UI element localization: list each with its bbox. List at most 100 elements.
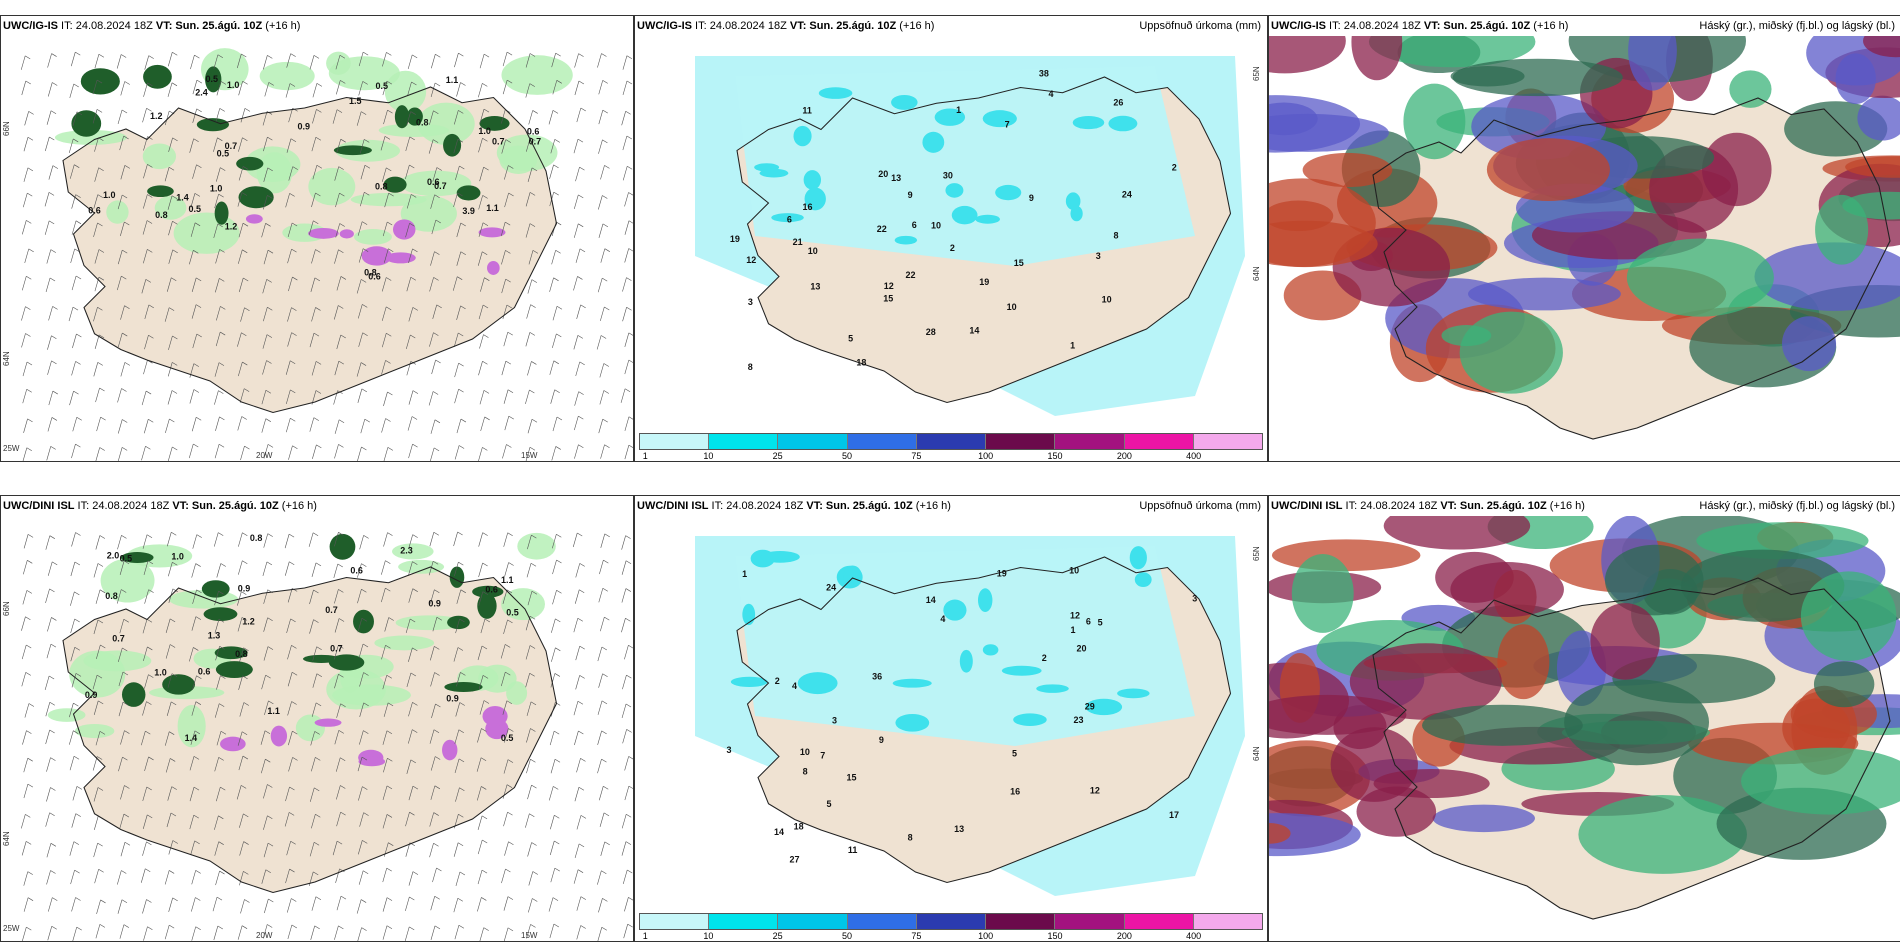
map-canvas[interactable]: 0.90.80.72.31.41.00.50.91.11.20.60.70.80…	[1, 516, 633, 941]
precip-value-label: 1.3	[208, 631, 221, 641]
snow-area	[478, 227, 506, 238]
wind-barb	[338, 419, 345, 424]
wind-barb	[220, 786, 226, 791]
precip-max	[162, 674, 196, 695]
wind-barb	[289, 786, 295, 791]
wind-barb	[532, 898, 538, 902]
wind-barb	[237, 249, 243, 264]
wind-barb	[479, 54, 485, 69]
wind-barb	[428, 139, 434, 154]
wind-barb	[218, 390, 224, 394]
wind-barb	[337, 563, 343, 568]
wind-barb	[477, 869, 483, 885]
wind-barb	[310, 757, 316, 772]
wind-barb	[628, 359, 633, 363]
wind-barb	[458, 110, 464, 114]
wind-barb	[267, 784, 273, 788]
wind-barb	[340, 757, 346, 761]
wind-barb	[573, 869, 579, 884]
wind-barb	[237, 53, 242, 69]
wind-barb	[267, 617, 273, 621]
wind-barb	[381, 167, 387, 182]
wind-barb	[45, 277, 51, 293]
wind-barb	[335, 192, 340, 208]
wind-barb	[313, 619, 319, 623]
wind-barb	[263, 55, 268, 70]
precip-value-label: 1.2	[150, 111, 163, 121]
wind-barb	[575, 248, 581, 263]
wind-barb	[479, 167, 484, 182]
wind-barb	[455, 787, 460, 802]
wind-barb	[148, 674, 154, 678]
precip-value-label: 19	[730, 234, 740, 244]
wind-barb	[142, 619, 148, 634]
precip-max	[203, 607, 238, 622]
map-canvas[interactable]: 8241027181429121916361335811121723910674…	[635, 516, 1267, 916]
wind-barb	[628, 248, 633, 252]
precip-value-label: 3.9	[462, 206, 475, 216]
wind-barb	[145, 446, 151, 450]
init-time: IT: 24.08.2024 18Z	[692, 20, 790, 32]
wind-barb	[237, 925, 243, 940]
wind-barb	[460, 672, 466, 676]
wind-barb	[529, 83, 535, 87]
wind-barb	[575, 563, 581, 578]
map-canvas[interactable]: 0.80.70.61.41.0 0.50.91.20.70.50.81.00.60…	[1, 36, 633, 461]
wind-barb	[574, 589, 580, 604]
wind-barb	[147, 249, 153, 253]
wind-barb	[386, 814, 393, 818]
wind-barb	[356, 362, 362, 377]
wind-barb	[578, 415, 584, 420]
wind-barb	[527, 898, 533, 913]
precip-value-label: 4	[1048, 89, 1053, 99]
wind-barb	[532, 250, 539, 254]
wind-barb	[412, 785, 419, 790]
wind-barb	[167, 52, 173, 67]
wind-barb	[628, 416, 633, 420]
wind-barb	[265, 418, 271, 422]
precip-shade	[496, 134, 558, 172]
wind-barb	[168, 335, 173, 351]
precip-value-label: 23	[1073, 715, 1083, 725]
precip-value-label: 1.1	[267, 706, 280, 716]
wind-barb	[260, 730, 266, 745]
map-canvas[interactable]	[1269, 36, 1900, 461]
precip-value-label: 0.5	[376, 81, 389, 91]
wind-barb	[383, 702, 389, 717]
precip-value-label: 5	[1098, 618, 1103, 628]
wind-barb	[602, 139, 608, 144]
wind-barb	[167, 362, 173, 377]
wind-barb	[44, 675, 50, 691]
wind-barb	[316, 673, 323, 677]
wind-barb	[555, 647, 561, 652]
wind-barb	[50, 870, 56, 874]
lead-time: (+16 h)	[1530, 20, 1569, 32]
precip-max	[71, 110, 102, 137]
legend-swatch	[1055, 434, 1125, 449]
wind-barb	[435, 703, 441, 708]
wind-barb	[168, 897, 173, 912]
wind-barb	[431, 703, 436, 719]
wind-barb	[69, 841, 75, 856]
precip-value-label: 0.9	[238, 583, 251, 593]
map-canvas[interactable]: 2128101916151412101318302422192010116838…	[635, 36, 1267, 436]
wind-barb	[292, 730, 298, 735]
precip-value-label: 36	[872, 672, 882, 682]
precip-max	[214, 201, 229, 225]
wind-barb	[603, 390, 610, 394]
wind-barb	[121, 870, 127, 874]
wind-barb	[215, 870, 220, 886]
wind-barb	[338, 730, 344, 734]
precip-max	[793, 125, 812, 147]
wind-barb	[460, 305, 466, 310]
legend-tick-label: 50	[841, 451, 853, 461]
wind-barb	[213, 223, 219, 238]
wind-barb	[191, 304, 197, 319]
precip-max	[80, 68, 120, 95]
wind-barb	[97, 222, 103, 227]
wind-barb	[577, 617, 583, 622]
map-canvas[interactable]	[1269, 516, 1900, 941]
precip-max	[803, 170, 822, 190]
wind-barb	[412, 248, 418, 253]
wind-barb	[217, 54, 224, 59]
